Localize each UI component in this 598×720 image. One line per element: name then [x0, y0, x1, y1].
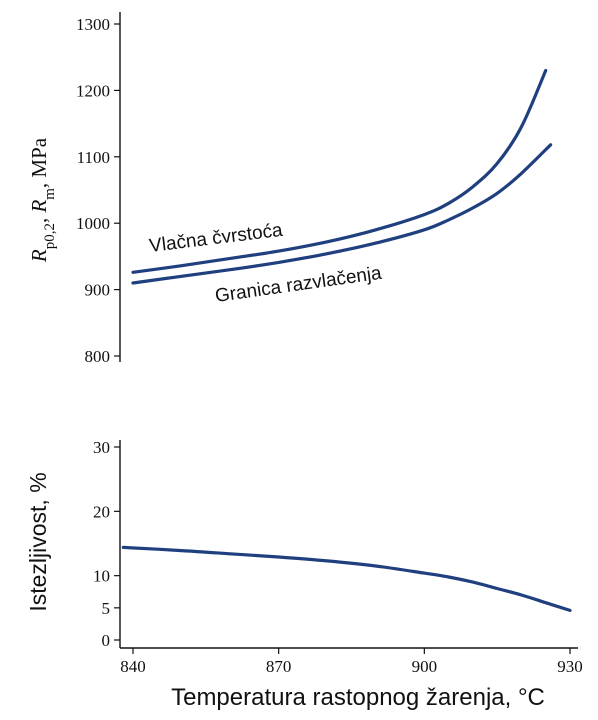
top-panel: 800 900 1000 1100 1200 1300	[76, 12, 553, 366]
series-line-istezljivost	[121, 545, 572, 612]
y-axis-title-elongation: Istezljivost, %	[25, 472, 51, 611]
y-axis-title-symbol: R	[27, 200, 51, 214]
x-axis-title: Temperatura rastopnog žarenja, °C	[171, 684, 545, 711]
top-y-tick-label: 1300	[76, 15, 110, 34]
bottom-y-tick-label: 0	[102, 631, 111, 650]
bottom-y-tick-label: 20	[93, 502, 110, 521]
top-y-tick-label: 1000	[76, 214, 110, 233]
y-axis-title-text: , MPa	[27, 137, 51, 188]
y-axis-title-text: ,	[27, 213, 51, 224]
top-y-tick-label: 1100	[77, 148, 110, 167]
y-axis-title-symbol: R	[27, 249, 51, 263]
bottom-panel: 0 5 10 20 30	[93, 438, 572, 650]
x-tick-label: 840	[120, 657, 146, 676]
series-line-granica-razvlacenja	[131, 143, 553, 285]
bottom-y-tick-label: 10	[93, 567, 110, 586]
bottom-y-tick-label: 5	[102, 599, 111, 618]
series-label-vlacna-cvrstoca: Vlačna čvrstoća	[148, 220, 284, 257]
series-line-vlacna-cvrstoca	[131, 68, 548, 274]
y-axis-title-subscript: m	[42, 188, 58, 200]
y-axis-title-subscript: p0,2	[42, 223, 58, 249]
x-tick-label: 900	[412, 657, 438, 676]
bottom-y-tick-label: 30	[93, 438, 110, 457]
top-y-tick-label: 1200	[76, 81, 110, 100]
x-axis: 840 870 900 930	[120, 647, 583, 676]
x-tick-label: 870	[266, 657, 292, 676]
top-y-tick-label: 900	[85, 281, 111, 300]
y-axis-title-strength: Rp0,2, Rm, MPa	[27, 137, 58, 263]
x-tick-label: 930	[557, 657, 583, 676]
top-y-tick-label: 800	[85, 347, 111, 366]
